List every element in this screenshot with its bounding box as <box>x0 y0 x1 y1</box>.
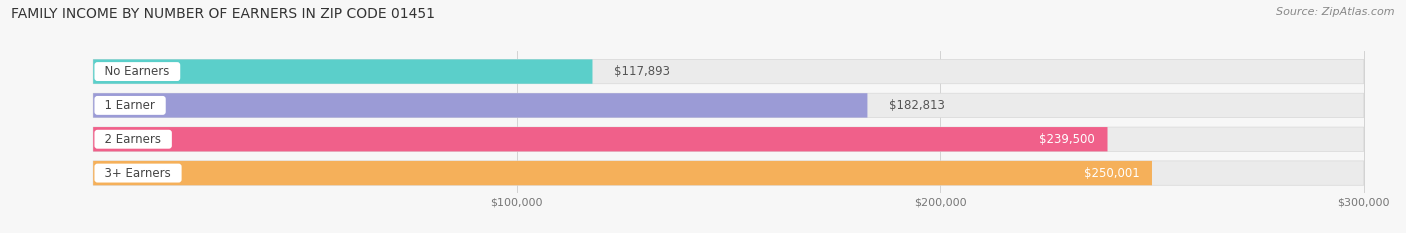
Text: No Earners: No Earners <box>97 65 177 78</box>
FancyBboxPatch shape <box>93 127 1108 151</box>
Text: $250,001: $250,001 <box>1084 167 1139 180</box>
FancyBboxPatch shape <box>93 59 1364 84</box>
FancyBboxPatch shape <box>93 59 592 84</box>
Text: Source: ZipAtlas.com: Source: ZipAtlas.com <box>1277 7 1395 17</box>
Text: FAMILY INCOME BY NUMBER OF EARNERS IN ZIP CODE 01451: FAMILY INCOME BY NUMBER OF EARNERS IN ZI… <box>11 7 436 21</box>
FancyBboxPatch shape <box>93 161 1364 185</box>
Text: $182,813: $182,813 <box>889 99 945 112</box>
FancyBboxPatch shape <box>93 127 1364 151</box>
Text: 2 Earners: 2 Earners <box>97 133 169 146</box>
Text: 1 Earner: 1 Earner <box>97 99 163 112</box>
FancyBboxPatch shape <box>93 161 1152 185</box>
FancyBboxPatch shape <box>93 93 868 118</box>
Text: $117,893: $117,893 <box>613 65 669 78</box>
Text: 3+ Earners: 3+ Earners <box>97 167 179 180</box>
Text: $239,500: $239,500 <box>1039 133 1095 146</box>
FancyBboxPatch shape <box>93 93 1364 118</box>
